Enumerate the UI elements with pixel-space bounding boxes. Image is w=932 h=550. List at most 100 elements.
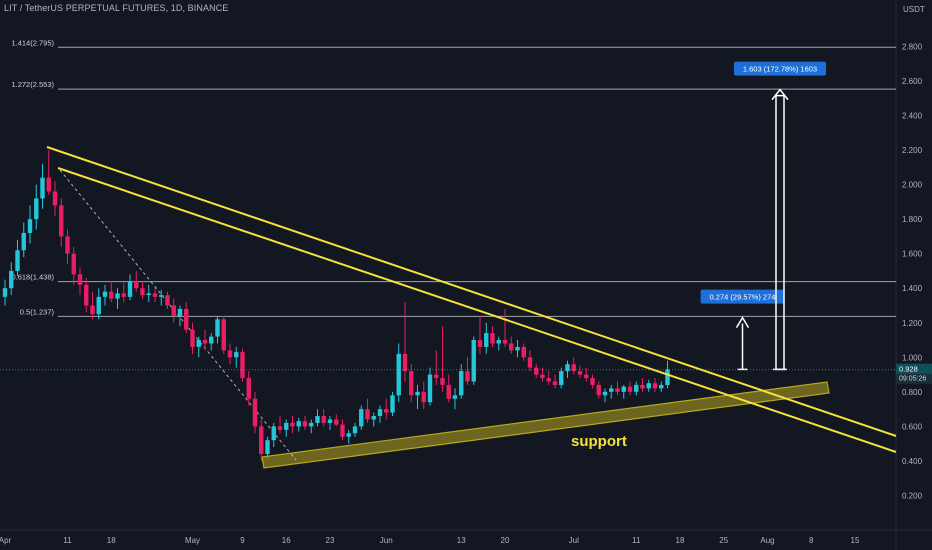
time-tick: Apr xyxy=(0,536,12,545)
candle-body xyxy=(440,378,445,385)
price-tick: 1.600 xyxy=(902,250,923,259)
candle-body xyxy=(471,340,476,382)
candle-body xyxy=(490,333,495,344)
candle-body xyxy=(371,416,376,420)
time-tick: Jun xyxy=(380,536,393,545)
candle-body xyxy=(627,386,633,392)
current-price-value: 0.928 xyxy=(899,365,918,374)
time-tick: 9 xyxy=(240,536,245,545)
candle-body xyxy=(127,281,133,297)
targets: 0.274 (29.57%) 274 1.603 (172.78%) 1603 xyxy=(700,61,826,371)
candle-body xyxy=(465,371,470,382)
price-axis-unit: USDT xyxy=(903,5,925,14)
current-price-tag-top xyxy=(896,363,932,374)
time-tick: 13 xyxy=(457,536,466,545)
candle-body xyxy=(265,440,270,455)
current-price: 0.928 09:05:26 xyxy=(0,363,932,384)
price-tick: 0.800 xyxy=(902,388,923,397)
price-tick: 2.800 xyxy=(902,42,923,51)
candle-body xyxy=(434,374,439,379)
candle-body xyxy=(109,291,114,299)
candle-body xyxy=(84,284,89,306)
price-tick: 2.200 xyxy=(902,146,923,155)
candle-body xyxy=(390,395,395,413)
price-tick: 1.800 xyxy=(902,215,923,224)
price-tick: 0.600 xyxy=(902,422,923,431)
candle-body xyxy=(527,357,533,368)
candle-body xyxy=(252,398,258,427)
candle-body xyxy=(584,374,589,379)
candle-body xyxy=(159,295,164,297)
candle-body xyxy=(296,421,301,427)
candle-body xyxy=(509,343,514,351)
target-label-box xyxy=(734,61,826,76)
candle-body xyxy=(90,305,95,315)
candle-body xyxy=(452,395,458,399)
fib-levels: 1.414(2.795) 1.272(2.553) 0.618(1.438) 0.5(… xyxy=(11,38,896,317)
candle-body xyxy=(2,288,8,297)
price-tick: 2.400 xyxy=(902,112,923,121)
time-tick: 25 xyxy=(719,536,728,545)
price-tick: 1.400 xyxy=(902,284,923,293)
candle-body xyxy=(640,384,645,389)
candle-body xyxy=(609,388,614,392)
candle-body xyxy=(209,336,214,344)
candle-body xyxy=(71,253,76,275)
candle-body xyxy=(215,319,220,337)
candle-body xyxy=(165,295,170,306)
candle-body xyxy=(427,374,433,403)
candle-body xyxy=(665,369,670,385)
candle-body xyxy=(596,384,601,396)
candle-body xyxy=(352,426,358,434)
candle-body xyxy=(565,364,570,372)
candle-body xyxy=(234,352,239,358)
candle-body xyxy=(190,329,195,347)
trendline-lower xyxy=(57,167,897,453)
candle-body xyxy=(177,308,183,316)
support-annotation: support xyxy=(571,433,627,450)
candle-body xyxy=(521,346,526,358)
candle-body xyxy=(290,422,295,427)
candle-body xyxy=(9,270,14,289)
candle-body xyxy=(271,426,276,441)
target-label-box xyxy=(700,289,785,304)
candle-body xyxy=(227,350,233,358)
candle-body xyxy=(590,378,595,385)
candle-body xyxy=(46,177,51,192)
candle-body xyxy=(259,426,264,455)
price-tick: 2.000 xyxy=(902,181,923,190)
candle-body xyxy=(646,383,651,389)
candle-body xyxy=(121,293,126,297)
fib-label: 1.272(2.553) xyxy=(11,80,54,89)
time-tick: 20 xyxy=(501,536,510,545)
candle-body xyxy=(534,367,539,375)
price-tick: 0.200 xyxy=(902,491,923,500)
candle-body xyxy=(15,250,20,271)
candle-body xyxy=(459,371,464,396)
price-tick: 0.400 xyxy=(902,457,923,466)
candle-body xyxy=(65,236,70,254)
candle-body xyxy=(334,419,339,425)
candle-body xyxy=(552,381,558,385)
candle-body xyxy=(96,296,101,315)
current-price-countdown: 09:05:26 xyxy=(899,376,926,383)
candle-body xyxy=(496,340,501,344)
candle-body xyxy=(152,293,158,297)
candle-body xyxy=(59,205,64,237)
candle-body xyxy=(102,291,108,297)
candle-body xyxy=(27,219,33,233)
candle-body xyxy=(602,391,608,396)
candle-body xyxy=(240,352,245,379)
target-label: 1.603 (172.78%) 1603 xyxy=(743,65,817,74)
candle-body xyxy=(171,305,176,316)
candle-body xyxy=(40,177,45,199)
candle-body xyxy=(515,346,520,351)
time-tick: 15 xyxy=(851,536,860,545)
candle-body xyxy=(277,426,283,430)
candle-body xyxy=(184,308,189,330)
candle-body xyxy=(77,274,83,285)
target-arrow-head xyxy=(771,88,789,101)
candle-body xyxy=(327,419,333,423)
candle-body xyxy=(246,378,251,399)
